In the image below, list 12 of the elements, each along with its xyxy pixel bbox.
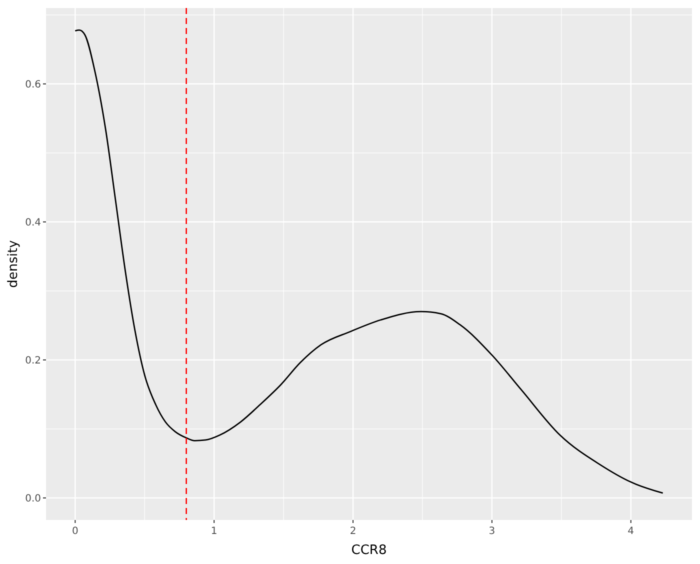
line-series (74, 29, 664, 494)
y-tick-label: 0.2 (25, 355, 41, 366)
x-tick-label: 1 (210, 526, 218, 537)
y-tick-label: 0.0 (25, 493, 41, 504)
y-tick-label: 0.6 (25, 79, 41, 90)
x-tick-label: 4 (628, 526, 634, 537)
y-tick-label: 0.4 (25, 217, 41, 228)
x-tick-label: 2 (350, 526, 356, 537)
x-axis-title: CCR8 (351, 543, 387, 558)
x-tick-label: 0 (72, 526, 78, 537)
x-tick-label: 3 (488, 526, 496, 537)
y-axis-title: density (6, 240, 21, 288)
